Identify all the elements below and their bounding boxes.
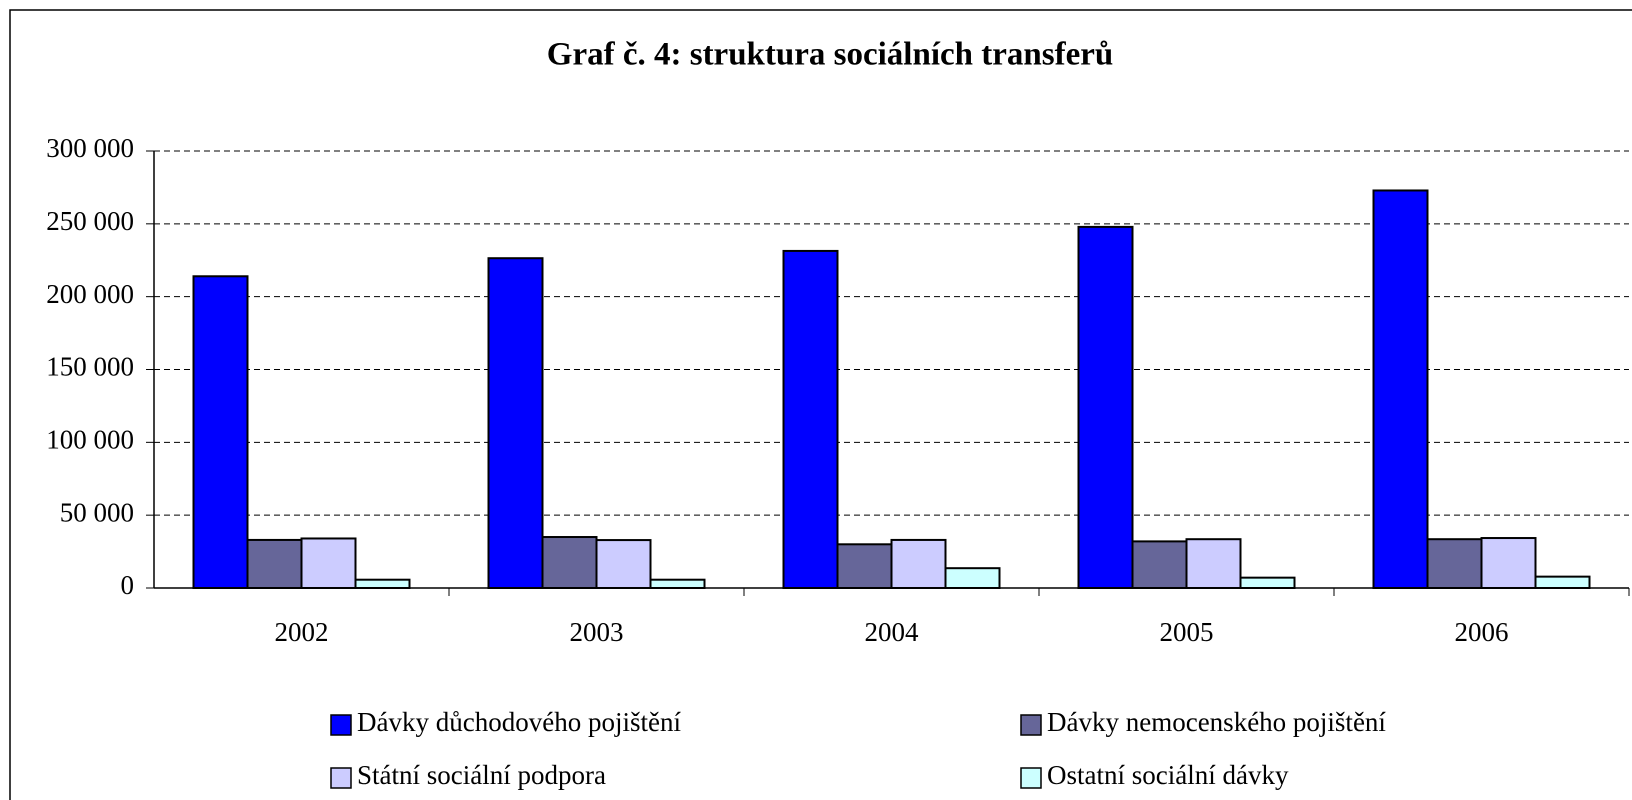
bar bbox=[1426, 538, 1483, 589]
bar bbox=[1077, 225, 1134, 589]
legend-swatch bbox=[1020, 714, 1042, 736]
y-tick-label: 300 000 bbox=[46, 133, 134, 163]
chart-title: Graf č. 4: struktura sociálních transfer… bbox=[547, 37, 1113, 73]
bar bbox=[1534, 575, 1591, 589]
bar bbox=[541, 536, 598, 589]
x-tick-label: 2002 bbox=[275, 617, 329, 647]
bar bbox=[1480, 537, 1537, 589]
y-tick-label: 250 000 bbox=[46, 206, 134, 236]
bar bbox=[300, 537, 357, 589]
x-tick-label: 2006 bbox=[1455, 617, 1509, 647]
legend-swatch bbox=[330, 714, 352, 736]
legend-swatch bbox=[330, 767, 352, 789]
bar bbox=[1131, 540, 1188, 589]
bar bbox=[1372, 189, 1429, 589]
bar bbox=[890, 538, 947, 589]
legend-label: Ostatní sociální dávky bbox=[1047, 760, 1289, 790]
x-tick-label: 2005 bbox=[1160, 617, 1214, 647]
y-tick-label: 100 000 bbox=[46, 425, 134, 455]
legend-label: Státní sociální podpora bbox=[357, 760, 606, 790]
bar bbox=[782, 249, 839, 589]
y-tick-label: 200 000 bbox=[46, 279, 134, 309]
bar bbox=[944, 567, 1001, 589]
legend-label: Dávky nemocenského pojištění bbox=[1047, 707, 1386, 737]
y-tick-label: 0 bbox=[121, 570, 135, 600]
y-tick-label: 150 000 bbox=[46, 352, 134, 382]
x-tick-label: 2004 bbox=[865, 617, 920, 647]
bar bbox=[354, 578, 411, 590]
x-tick-label: 2003 bbox=[570, 617, 624, 647]
bar bbox=[1239, 576, 1296, 589]
bar bbox=[246, 538, 303, 589]
y-tick-label: 50 000 bbox=[60, 497, 134, 527]
legend-label: Dávky důchodového pojištění bbox=[357, 707, 681, 737]
legend-swatch bbox=[1020, 767, 1042, 789]
bar bbox=[595, 539, 652, 590]
bar bbox=[649, 578, 706, 590]
bar bbox=[836, 543, 893, 589]
bar bbox=[192, 275, 249, 589]
bar bbox=[1185, 538, 1242, 589]
bar bbox=[487, 257, 544, 589]
